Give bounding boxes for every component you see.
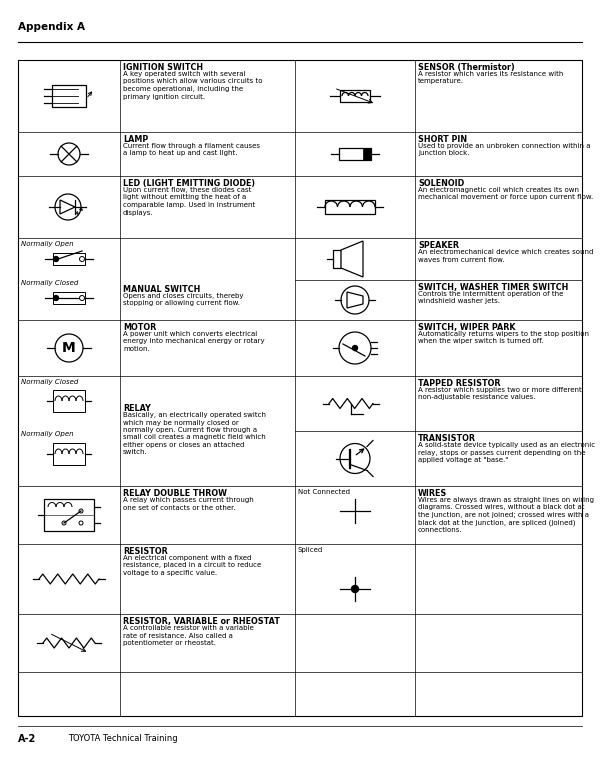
Text: SOLENOID: SOLENOID [418, 179, 464, 188]
Text: Normally Open: Normally Open [21, 431, 74, 437]
Circle shape [352, 586, 359, 593]
Text: Spliced: Spliced [298, 547, 323, 553]
Polygon shape [60, 200, 75, 214]
Text: A resistor which varies its resistance with
temperature.: A resistor which varies its resistance w… [418, 71, 563, 85]
Bar [53, 443, 85, 465]
Text: RELAY: RELAY [123, 404, 151, 413]
Text: LED (LIGHT EMITTING DIODE): LED (LIGHT EMITTING DIODE) [123, 179, 255, 188]
Text: RESISTOR, VARIABLE or RHEOSTAT: RESISTOR, VARIABLE or RHEOSTAT [123, 617, 280, 626]
Bar [325, 200, 375, 214]
Text: Normally Open: Normally Open [21, 241, 74, 247]
Text: SHORT PIN: SHORT PIN [418, 135, 467, 144]
Text: SWITCH, WASHER TIMER SWITCH: SWITCH, WASHER TIMER SWITCH [418, 283, 568, 292]
Text: TAPPED RESISTOR: TAPPED RESISTOR [418, 379, 500, 388]
Text: TOYOTA Technical Training: TOYOTA Technical Training [68, 734, 178, 743]
Text: SENSOR (Thermistor): SENSOR (Thermistor) [418, 63, 515, 72]
Text: WIRES: WIRES [418, 489, 447, 498]
Text: A controllable resistor with a variable
rate of resistance. Also called a
potent: A controllable resistor with a variable … [123, 625, 254, 646]
Text: SPEAKER: SPEAKER [418, 241, 459, 250]
Bar [340, 90, 370, 102]
Text: A resistor which supplies two or more different
non-adjustable resistance values: A resistor which supplies two or more di… [418, 387, 582, 400]
Text: IGNITION SWITCH: IGNITION SWITCH [123, 63, 203, 72]
Text: SWITCH, WIPER PARK: SWITCH, WIPER PARK [418, 323, 515, 332]
Text: Wires are always drawn as straight lines on wiring
diagrams. Crossed wires, with: Wires are always drawn as straight lines… [418, 497, 594, 534]
Polygon shape [341, 241, 363, 277]
Text: A power unit which converts electrical
energy into mechanical energy or rotary
m: A power unit which converts electrical e… [123, 331, 265, 352]
Bar [53, 390, 85, 412]
Bar [363, 148, 371, 160]
Text: M: M [62, 341, 76, 355]
Text: RELAY DOUBLE THROW: RELAY DOUBLE THROW [123, 489, 227, 498]
Bar [53, 253, 85, 265]
Text: RESISTOR: RESISTOR [123, 547, 168, 556]
Text: An electrical component with a fixed
resistance, placed in a circuit to reduce
v: An electrical component with a fixed res… [123, 555, 261, 576]
Text: Upon current flow, these diodes cast
light without emitting the heat of a
compar: Upon current flow, these diodes cast lig… [123, 187, 255, 216]
Text: Not Connected: Not Connected [298, 489, 350, 495]
Text: MANUAL SWITCH: MANUAL SWITCH [123, 285, 200, 294]
Text: Controls the intermittent operation of the
windshield washer jets.: Controls the intermittent operation of t… [418, 291, 563, 304]
Circle shape [339, 332, 371, 364]
Circle shape [53, 257, 59, 262]
Circle shape [353, 345, 358, 351]
Circle shape [79, 509, 83, 513]
Bar [53, 292, 85, 304]
Circle shape [55, 194, 81, 220]
Text: Opens and closes circuits, thereby
stopping or allowing current flow.: Opens and closes circuits, thereby stopp… [123, 293, 244, 307]
Text: Basically, an electrically operated switch
which may be normally closed or
norma: Basically, an electrically operated swit… [123, 412, 266, 456]
Bar [339, 148, 371, 160]
Text: Normally Closed: Normally Closed [21, 280, 79, 286]
Text: A-2: A-2 [18, 734, 36, 744]
Text: Used to provide an unbroken connection within a
junction block.: Used to provide an unbroken connection w… [418, 143, 590, 157]
Bar [52, 85, 86, 107]
Text: A relay which passes current through
one set of contacts or the other.: A relay which passes current through one… [123, 497, 254, 511]
Bar [18, 60, 582, 716]
Text: A solid-state device typically used as an electronic
relay, stops or passes curr: A solid-state device typically used as a… [418, 442, 595, 463]
Text: An electromagnetic coil which creates its own
mechanical movement or force upon : An electromagnetic coil which creates it… [418, 187, 593, 200]
Circle shape [79, 296, 85, 300]
Bar [333, 250, 341, 268]
Text: LAMP: LAMP [123, 135, 148, 144]
Text: Current flow through a filament causes
a lamp to heat up and cast light.: Current flow through a filament causes a… [123, 143, 260, 157]
Text: MOTOR: MOTOR [123, 323, 156, 332]
Circle shape [62, 521, 66, 525]
Text: A key operated switch with several
positions which allow various circuits to
bec: A key operated switch with several posit… [123, 71, 263, 99]
Circle shape [58, 143, 80, 165]
Circle shape [79, 257, 85, 262]
Circle shape [79, 521, 83, 525]
Circle shape [55, 334, 83, 362]
Polygon shape [347, 292, 363, 308]
Text: Automatically returns wipers to the stop position
when the wiper switch is turne: Automatically returns wipers to the stop… [418, 331, 589, 345]
Bar [44, 499, 94, 531]
Text: TRANSISTOR: TRANSISTOR [418, 434, 476, 443]
Text: Appendix A: Appendix A [18, 22, 85, 32]
Text: Normally Closed: Normally Closed [21, 379, 79, 385]
Circle shape [53, 296, 59, 300]
Text: An electromechanical device which creates sound
waves from current flow.: An electromechanical device which create… [418, 249, 593, 262]
Circle shape [340, 444, 370, 473]
Circle shape [341, 286, 369, 314]
